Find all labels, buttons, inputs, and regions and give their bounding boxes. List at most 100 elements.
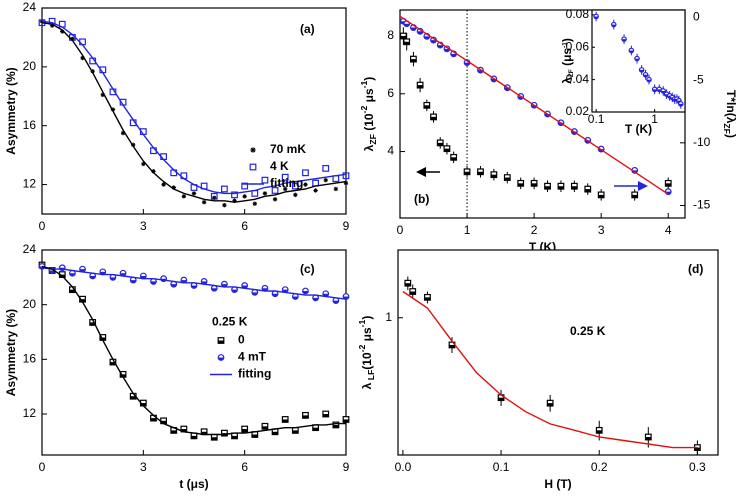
marker-shape	[424, 105, 430, 109]
label-part: LF	[366, 370, 376, 383]
data-point	[210, 433, 218, 441]
data-point	[403, 38, 411, 46]
y-tick-label: 0.06	[566, 39, 590, 53]
data-point	[221, 185, 228, 193]
legend-title: 0.25 K	[212, 315, 248, 329]
x-tick-label: 0	[39, 460, 46, 474]
data-point	[409, 288, 417, 295]
data-point	[333, 186, 339, 192]
marker-shape	[70, 36, 75, 42]
plot-frame	[41, 249, 347, 456]
marker-shape	[89, 275, 96, 279]
marker-shape	[231, 289, 238, 293]
legend-label: 70 mK	[270, 142, 306, 156]
marker-shape	[210, 192, 218, 200]
data-point	[70, 36, 75, 42]
marker-shape	[517, 183, 524, 187]
marker-shape	[643, 74, 648, 77]
y2-tick-label: 0	[693, 10, 700, 24]
label-part: (10	[360, 352, 374, 370]
x-tick-label: 1	[464, 223, 471, 237]
y-tick-label: 0.02	[566, 104, 590, 118]
fit-line	[41, 20, 347, 195]
y-tick-label: 12	[23, 177, 37, 191]
data-point	[210, 284, 218, 292]
marker-shape	[141, 161, 146, 167]
y-tick-label: 12	[23, 406, 37, 420]
marker-shape	[437, 45, 444, 48]
marker-shape	[79, 299, 86, 302]
data-point	[678, 101, 684, 107]
data-point	[231, 191, 238, 199]
marker-shape	[322, 414, 329, 417]
fit-line	[41, 267, 347, 300]
data-point	[291, 427, 299, 434]
marker-shape	[665, 183, 672, 187]
data-point	[272, 197, 278, 202]
panel-label: (d)	[688, 262, 703, 276]
marker-shape	[312, 297, 319, 301]
marker-shape	[333, 186, 339, 192]
data-point	[593, 13, 599, 20]
data-point	[129, 276, 137, 284]
x-tick-label: 6	[241, 460, 248, 474]
data-point	[646, 76, 652, 83]
y-tick-label: 4	[387, 144, 394, 158]
x-tick-label: 2	[531, 223, 538, 237]
marker-shape	[611, 24, 616, 27]
arrow-head	[416, 167, 426, 177]
marker-shape	[593, 16, 599, 19]
data-point	[570, 182, 578, 190]
marker-shape	[652, 89, 657, 92]
marker-shape	[504, 177, 511, 181]
marker-shape	[477, 171, 484, 175]
label-part: -1	[359, 80, 369, 88]
marker-shape	[191, 435, 197, 439]
x-tick-label: 9	[343, 219, 350, 233]
legend-label: 4 K	[270, 159, 289, 173]
label-part: -1	[357, 319, 367, 327]
data-point	[60, 29, 65, 34]
x-tick-label: 3	[140, 219, 147, 233]
marker-shape	[410, 27, 417, 31]
marker-shape	[313, 188, 318, 193]
axis-label: H (T)	[544, 477, 571, 491]
label-part: T*ln(λ	[724, 90, 738, 124]
data-point	[342, 172, 350, 180]
axis-label: λ LF(10-2 μs-1)	[357, 316, 376, 390]
label-part: ZF	[722, 123, 732, 134]
marker-shape	[221, 185, 228, 193]
arrow-head	[638, 181, 648, 191]
y-tick-label: 24	[23, 0, 37, 14]
marker-shape	[60, 29, 65, 34]
marker-shape	[241, 182, 249, 190]
label-part: ZF	[368, 134, 378, 145]
marker-shape	[222, 202, 227, 208]
y2-tick-label: -5	[693, 72, 704, 86]
data-point	[241, 182, 249, 190]
data-point	[332, 421, 340, 429]
marker-shape	[272, 197, 278, 202]
x-tick-label: 9	[343, 460, 350, 474]
marker-shape	[531, 183, 537, 187]
marker-shape	[241, 429, 248, 432]
marker-shape	[211, 288, 218, 292]
data-point	[281, 173, 289, 181]
data-point	[100, 92, 105, 98]
marker-shape	[584, 189, 591, 192]
data-point	[241, 425, 249, 433]
marker-shape	[547, 403, 553, 406]
data-point	[584, 185, 592, 193]
data-point	[232, 198, 237, 203]
y-tick-label: 20	[23, 297, 37, 311]
legend-marker	[249, 163, 257, 171]
y-tick-label: 0.08	[566, 7, 590, 21]
marker-shape	[292, 296, 299, 300]
x-tick-label: 0	[397, 223, 404, 237]
marker-shape	[464, 171, 470, 175]
data-point	[303, 182, 308, 187]
data-point	[423, 101, 431, 109]
marker-shape	[160, 420, 167, 424]
marker-shape	[250, 147, 256, 153]
